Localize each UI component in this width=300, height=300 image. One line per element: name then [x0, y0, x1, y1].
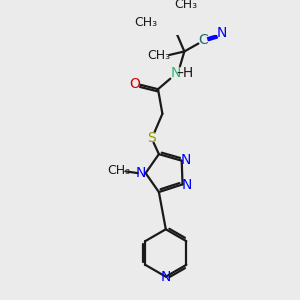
Text: N: N: [170, 66, 181, 80]
Text: –H: –H: [177, 65, 194, 80]
Text: C: C: [198, 33, 208, 47]
Text: N: N: [160, 270, 171, 284]
Text: CH₃: CH₃: [147, 49, 170, 62]
Text: N: N: [136, 166, 146, 180]
Text: O: O: [129, 77, 140, 91]
Text: CH₃: CH₃: [175, 0, 198, 11]
Text: CH₃: CH₃: [134, 16, 157, 29]
Text: N: N: [217, 26, 227, 40]
Text: N: N: [182, 178, 192, 192]
Text: CH₃: CH₃: [107, 164, 130, 177]
Text: N: N: [181, 153, 191, 167]
Text: S: S: [148, 131, 156, 145]
